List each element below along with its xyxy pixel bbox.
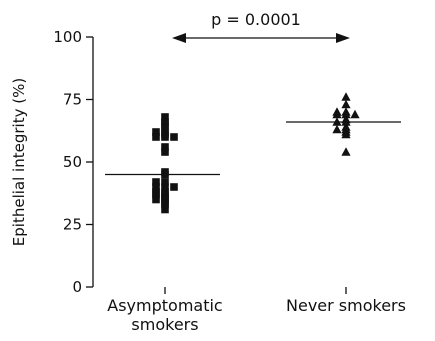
annotation-arrow-right — [336, 33, 350, 43]
data-point-triangle — [332, 109, 342, 119]
y-tick-label: 25 — [63, 216, 82, 234]
data-point-square — [152, 183, 160, 191]
annotation-arrow-left — [172, 33, 186, 43]
data-point-square — [161, 178, 169, 186]
data-point-square — [161, 200, 169, 209]
y-tick-label: 75 — [63, 91, 82, 109]
median-lines — [105, 121, 401, 176]
y-tick-label: 100 — [53, 28, 82, 46]
data-point-square — [161, 148, 169, 156]
data-point-square — [152, 178, 160, 186]
data-point-square — [161, 133, 169, 141]
category-label: Never smokers — [286, 296, 406, 315]
data-point-square — [170, 133, 178, 141]
data-point-square — [152, 190, 160, 199]
data-point-square — [161, 123, 169, 131]
p-value-label: p = 0.0001 — [211, 10, 301, 29]
data-point-triangle — [341, 129, 351, 139]
data-point-triangle — [332, 124, 342, 134]
data-point-square — [152, 128, 160, 136]
data-point-triangle — [350, 109, 360, 119]
data-point-triangle — [341, 147, 351, 156]
data-point-square — [161, 113, 169, 121]
x-axis-ticks — [164, 287, 347, 294]
y-axis-title: Epithelial integrity (%) — [10, 78, 28, 246]
data-point-square — [161, 205, 169, 214]
data-point-square — [152, 133, 160, 141]
data-points — [152, 92, 360, 214]
significance-annotation: p = 0.0001 — [172, 10, 350, 43]
data-point-square — [170, 183, 178, 191]
data-point-triangle — [341, 99, 351, 109]
data-point-square — [152, 195, 160, 204]
y-tick-label: 0 — [72, 278, 82, 296]
y-tick-label: 50 — [63, 153, 82, 171]
data-point-square — [161, 183, 169, 191]
data-point-triangle — [341, 109, 351, 119]
y-axis-ticks: 0 25 50 75 100 — [53, 28, 93, 296]
data-point-triangle — [341, 92, 351, 101]
category-label: Asymptomatic — [107, 296, 222, 315]
data-point-square — [161, 143, 169, 151]
category-label-line2: smokers — [131, 315, 198, 334]
